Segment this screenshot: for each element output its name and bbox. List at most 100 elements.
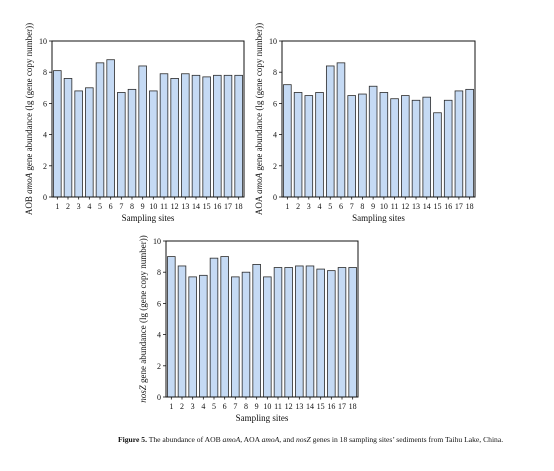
x-tick-label: 12	[285, 402, 293, 411]
y-axis-label: AOA amoA gene abundance (lg (gene copy n…	[254, 23, 264, 215]
bar-site-12	[284, 267, 293, 398]
bar-site-11	[390, 98, 399, 198]
x-tick-label: 15	[433, 202, 441, 211]
bar-site-4	[199, 274, 208, 398]
caption-text-4: genes in 18 sampling sites’ sediments fr…	[310, 435, 504, 444]
bar-site-8	[241, 271, 251, 398]
x-tick-label: 3	[191, 402, 195, 411]
x-tick-label: 13	[181, 202, 189, 211]
x-tick-label: 3	[307, 202, 311, 211]
x-tick-label: 5	[98, 202, 102, 211]
x-tick-label: 12	[171, 202, 179, 211]
x-tick-label: 10	[149, 202, 157, 211]
x-tick-label: 17	[455, 202, 463, 211]
bar-site-18	[465, 88, 474, 198]
bar-site-10	[379, 92, 389, 198]
bar-site-1	[283, 84, 292, 198]
y-tick-label: 10	[153, 237, 161, 246]
bar-site-16	[327, 270, 336, 398]
bar-site-16	[443, 99, 453, 198]
bar-site-9	[252, 263, 261, 398]
x-tick-label: 18	[466, 202, 474, 211]
x-tick-label: 9	[371, 202, 375, 211]
y-axis-label-part: gene abundance (lg (gene copy number))	[254, 23, 264, 173]
y-tick-label: 10	[269, 37, 277, 46]
bar-site-5	[209, 257, 219, 398]
bar-site-1	[167, 256, 176, 398]
bar-site-18	[348, 267, 357, 398]
bar-site-17	[337, 267, 347, 398]
x-tick-label: 3	[77, 202, 81, 211]
x-tick-label: 17	[338, 402, 346, 411]
bar-site-5	[325, 65, 335, 198]
bar-site-12	[170, 78, 179, 198]
caption-text-1: The abundance of AOB	[146, 435, 223, 444]
bar-site-4	[85, 87, 94, 198]
caption-text-3: , and	[279, 435, 296, 444]
x-tick-label: 6	[339, 202, 343, 211]
bar-site-9	[368, 85, 378, 198]
x-tick-label: 10	[380, 202, 388, 211]
x-tick-label: 2	[180, 402, 184, 411]
bar-site-15	[433, 112, 442, 198]
x-tick-label: 1	[169, 402, 173, 411]
x-tick-label: 15	[203, 202, 211, 211]
bar-site-6	[220, 256, 229, 398]
x-tick-label: 4	[201, 402, 205, 411]
bar-site-11	[159, 73, 169, 198]
bar-site-15	[202, 76, 211, 198]
y-axis-label-part: nosZ	[138, 384, 148, 403]
x-tick-label: 1	[285, 202, 289, 211]
x-tick-label: 15	[317, 402, 325, 411]
x-tick-label: 6	[109, 202, 113, 211]
bar-site-13	[181, 73, 190, 198]
x-tick-label: 1	[55, 202, 59, 211]
y-axis-label-part: gene abundance (lg (gene copy number))	[138, 235, 148, 385]
bar-site-13	[411, 99, 421, 198]
bar-site-3	[304, 95, 314, 198]
x-tick-label: 16	[444, 202, 452, 211]
caption-label: Figure 5.	[118, 435, 147, 444]
bar-site-18	[234, 74, 243, 198]
bar-site-15	[316, 268, 325, 398]
x-tick-label: 14	[192, 202, 200, 211]
x-tick-label: 18	[235, 202, 243, 211]
y-tick-label: 4	[157, 331, 161, 340]
bar-site-10	[149, 90, 158, 198]
bar-site-7	[347, 95, 356, 198]
x-tick-label: 7	[119, 202, 123, 211]
bar-site-3	[188, 276, 197, 398]
bar-site-10	[263, 276, 272, 398]
bar-site-5	[95, 62, 105, 198]
bar-site-6	[106, 59, 115, 198]
bar-site-17	[223, 74, 233, 198]
x-tick-label: 5	[212, 402, 216, 411]
y-tick-label: 10	[39, 37, 47, 46]
x-tick-label: 5	[328, 202, 332, 211]
caption-italic-2: amoA	[261, 435, 280, 444]
x-tick-label: 8	[130, 202, 134, 211]
x-tick-label: 2	[296, 202, 300, 211]
caption-italic-3: nosZ	[295, 435, 311, 444]
y-tick-label: 8	[157, 268, 161, 277]
x-tick-label: 11	[160, 202, 168, 211]
x-tick-label: 13	[295, 402, 303, 411]
caption-italic-1: amoA	[222, 435, 241, 444]
x-tick-label: 11	[391, 202, 399, 211]
x-tick-label: 4	[87, 202, 91, 211]
y-tick-label: 6	[157, 299, 161, 308]
y-axis-label: nosZ gene abundance (lg (gene copy numbe…	[138, 235, 148, 402]
y-tick-label: 0	[43, 193, 47, 202]
bar-site-2	[293, 92, 303, 198]
bar-site-2	[63, 78, 73, 198]
bar-site-8	[127, 88, 137, 198]
y-tick-label: 8	[273, 68, 277, 77]
y-axis-label-part: amoA	[254, 172, 264, 193]
y-tick-label: 4	[273, 131, 277, 140]
x-tick-label: 9	[255, 402, 259, 411]
x-tick-label: 7	[350, 202, 354, 211]
y-axis-label-part: amoA	[24, 172, 34, 193]
